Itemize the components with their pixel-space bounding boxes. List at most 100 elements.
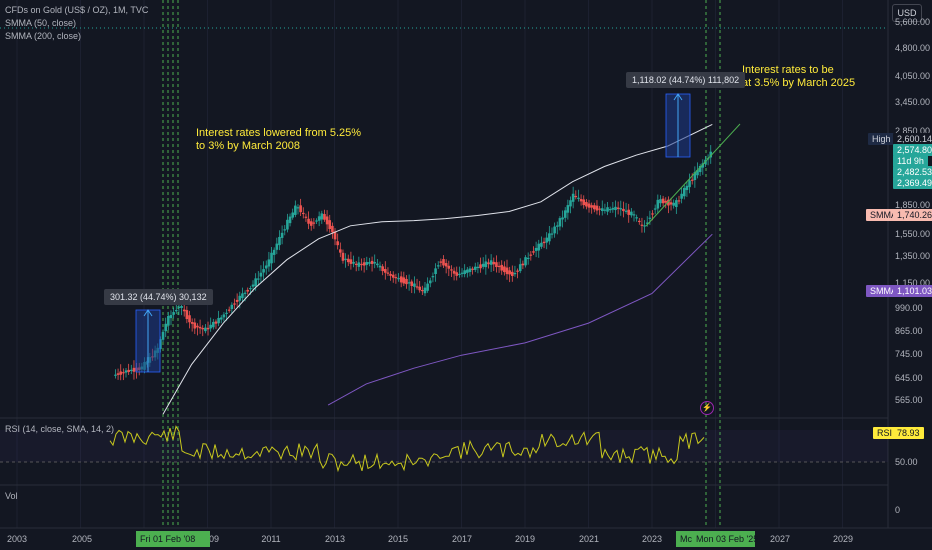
candle <box>262 269 265 273</box>
price-axis-label: 4,050.00 <box>895 71 931 81</box>
candle <box>402 277 406 284</box>
symbol-legend[interactable]: CFDs on Gold (US$ / OZ), 1M, TVC <box>5 5 149 15</box>
smma200-legend[interactable]: SMMA (200, close) <box>5 31 82 41</box>
candle <box>257 278 260 280</box>
candle <box>577 197 580 199</box>
vol-legend[interactable]: Vol <box>5 491 18 501</box>
candle <box>190 322 194 324</box>
candle <box>294 205 297 215</box>
price-axis-label: 1,850.00 <box>895 200 931 210</box>
candle <box>439 261 443 263</box>
candle <box>336 241 339 246</box>
candle <box>225 312 228 314</box>
candle <box>677 200 681 202</box>
candle <box>545 237 548 243</box>
candle <box>357 262 361 267</box>
time-axis-label: 2013 <box>324 534 346 544</box>
candle <box>341 252 345 261</box>
candle <box>466 269 469 273</box>
candle <box>309 221 313 226</box>
candle <box>278 236 281 246</box>
candle <box>354 263 358 265</box>
candle <box>320 213 324 220</box>
candle <box>246 289 250 292</box>
candle <box>442 259 445 266</box>
candle <box>206 327 210 330</box>
candle <box>333 231 337 240</box>
candle <box>174 310 178 312</box>
candle <box>682 187 686 197</box>
candle <box>471 268 474 270</box>
candle <box>405 278 408 285</box>
candle <box>272 249 276 255</box>
candle <box>291 212 294 218</box>
candle <box>685 185 689 191</box>
candle <box>529 254 533 256</box>
annotation-2025[interactable]: Interest rates to be at 3.5% by March 20… <box>742 64 855 90</box>
smma50-label-tag: SMMA <box>866 209 901 221</box>
candle <box>122 372 125 374</box>
price-tag-4: 2,369.49 <box>893 177 932 189</box>
candle <box>463 270 466 275</box>
price-axis-label: 990.00 <box>895 303 923 313</box>
candle <box>418 286 421 291</box>
candle <box>656 199 660 209</box>
candle <box>548 233 551 242</box>
annotation-2008[interactable]: Interest rates lowered from 5.25% to 3% … <box>196 127 361 153</box>
candle <box>595 205 599 211</box>
candle <box>521 263 525 266</box>
candle <box>571 193 575 202</box>
rsi-legend[interactable]: RSI (14, close, SMA, 14, 2) <box>5 424 115 434</box>
candle <box>444 263 448 267</box>
candle <box>518 264 522 272</box>
smma50-line <box>162 123 713 415</box>
candle <box>389 273 392 276</box>
candle <box>415 286 419 288</box>
candle <box>563 210 567 218</box>
candle <box>555 225 559 227</box>
candle <box>381 266 384 272</box>
candle <box>180 305 183 308</box>
candle <box>638 220 641 223</box>
candle <box>251 284 255 287</box>
time-axis-label: 2027 <box>769 534 791 544</box>
candle <box>325 216 329 225</box>
candle <box>632 214 636 216</box>
candle <box>489 260 493 265</box>
time-axis-label: 2015 <box>387 534 409 544</box>
candle <box>688 180 691 188</box>
candle <box>436 265 440 267</box>
candle <box>511 271 514 276</box>
smma50-legend[interactable]: SMMA (50, close) <box>5 18 77 28</box>
candle <box>608 209 612 211</box>
currency-button[interactable]: USD <box>892 4 922 22</box>
candle <box>130 369 133 372</box>
candle <box>339 249 342 253</box>
range-tooltip-2024: 1,118.02 (44.74%) 111,802 <box>626 72 746 88</box>
lightning-icon[interactable]: ⚡ <box>700 401 714 415</box>
candle <box>593 205 596 210</box>
smma200-label-tag: SMMA <box>866 285 901 297</box>
candle <box>127 369 130 372</box>
candle <box>227 309 231 311</box>
time-axis-label: 2003 <box>6 534 28 544</box>
candle <box>513 272 517 275</box>
candle <box>603 209 607 211</box>
candle <box>611 207 615 210</box>
price-axis-label: 1,550.00 <box>895 229 931 239</box>
time-cursor-2008: Fri 01 Feb '08 <box>136 531 210 547</box>
candle <box>296 207 300 209</box>
candle <box>508 270 511 275</box>
candle <box>505 267 509 275</box>
candle <box>299 205 302 213</box>
candle <box>243 292 247 294</box>
candle <box>312 222 316 224</box>
candle <box>373 262 377 264</box>
candle <box>497 265 501 268</box>
candle <box>365 261 369 265</box>
candle <box>640 224 644 226</box>
candle <box>360 263 363 266</box>
candle <box>619 208 623 210</box>
candle <box>114 374 117 376</box>
